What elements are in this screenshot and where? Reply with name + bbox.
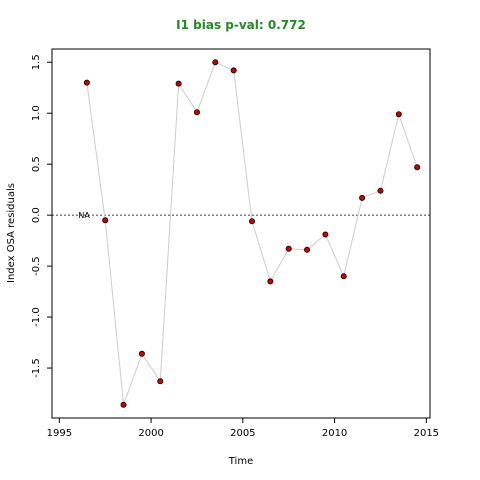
y-tick-label: 1.0	[31, 105, 42, 121]
y-axis-label: Index OSA residuals	[6, 183, 17, 283]
x-tick-label: 1995	[47, 428, 72, 439]
data-point	[138, 350, 145, 357]
data-point	[414, 164, 421, 171]
data-point	[285, 245, 292, 252]
data-point	[304, 246, 311, 253]
x-tick-label: 2010	[322, 428, 347, 439]
data-point	[377, 187, 384, 194]
y-axis: -1.5 -1.0 -0.5 0.0 0.5 1.0 1.5	[31, 54, 52, 378]
y-tick-label: 1.5	[31, 54, 42, 70]
x-tick-label: 2000	[138, 428, 163, 439]
data-point	[157, 378, 164, 385]
y-tick-label: 0.0	[31, 207, 42, 223]
data-point	[120, 401, 127, 408]
data-point	[83, 79, 90, 86]
y-tick-label: 0.5	[31, 156, 42, 172]
na-annotation: NA	[78, 211, 90, 220]
y-tick-label: -1.5	[31, 358, 42, 378]
plot-area: NA	[52, 59, 430, 408]
x-axis-label: Time	[228, 456, 253, 467]
data-point	[359, 194, 366, 201]
data-point	[175, 80, 182, 87]
series-line	[86, 61, 418, 405]
data-point	[102, 217, 109, 224]
data-point	[395, 111, 402, 118]
data-point	[193, 109, 200, 116]
y-tick-label: -0.5	[31, 256, 42, 276]
x-tick-label: 2005	[230, 428, 255, 439]
data-point	[267, 278, 274, 285]
data-point	[249, 218, 256, 225]
y-tick-label: -1.0	[31, 307, 42, 327]
data-point	[230, 67, 237, 74]
plot-frame	[51, 48, 431, 419]
data-point	[322, 231, 329, 238]
data-point	[212, 59, 219, 66]
x-tick-label: 2015	[414, 428, 439, 439]
data-point	[340, 273, 347, 280]
x-axis: 1995 2000 2005 2010 2015	[47, 418, 439, 439]
chart-title: I1 bias p-val: 0.772	[176, 18, 306, 32]
